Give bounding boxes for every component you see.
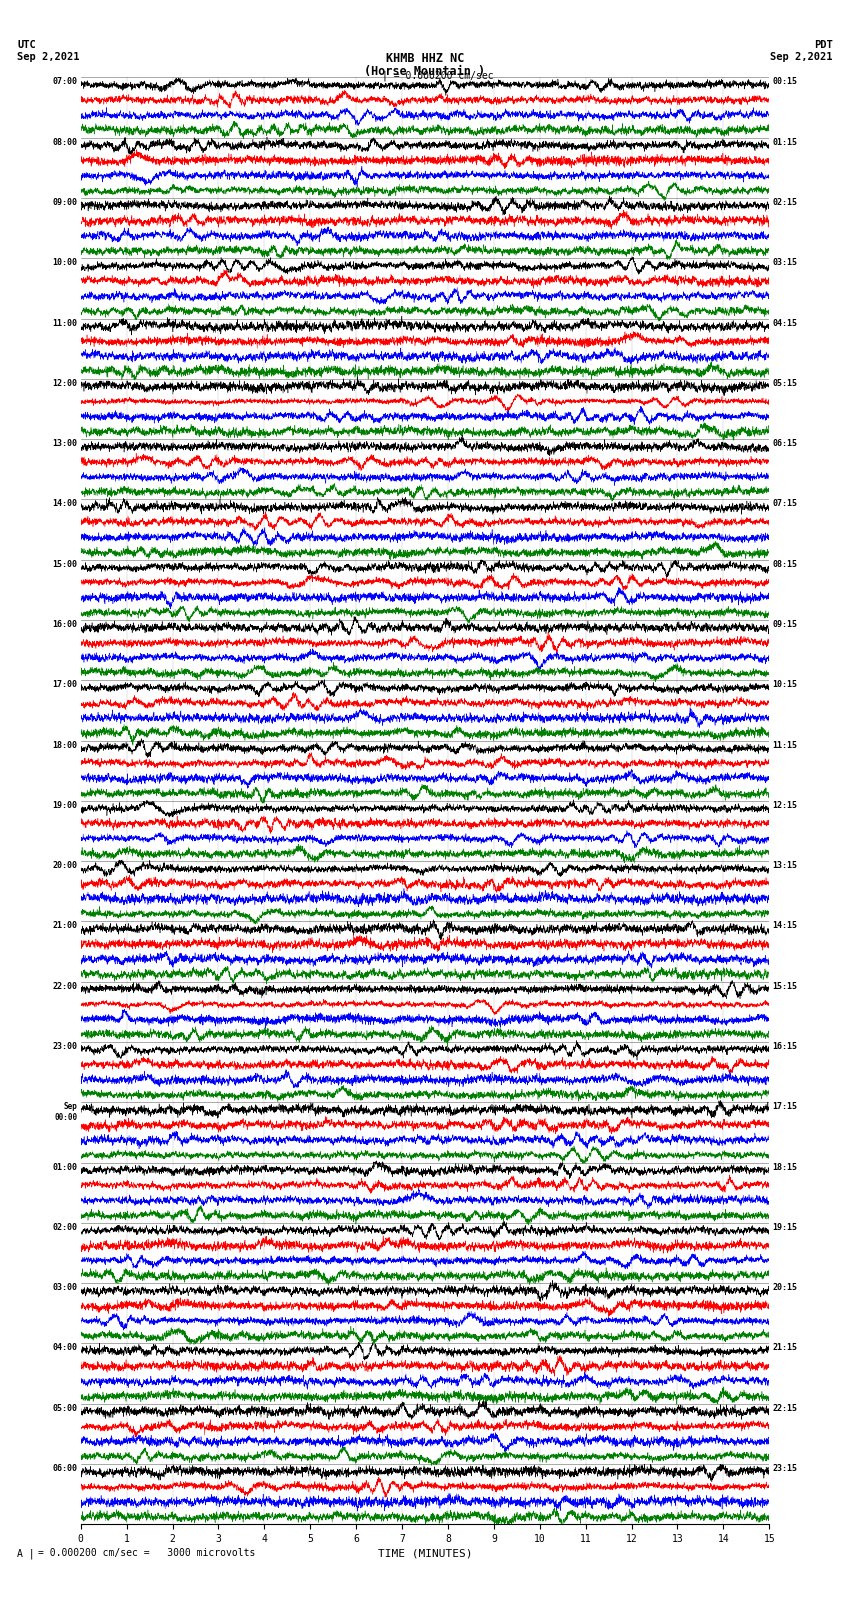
Text: 01:00: 01:00 (53, 1163, 77, 1171)
Text: 13:00: 13:00 (53, 439, 77, 448)
Text: 11:15: 11:15 (773, 740, 797, 750)
Text: 18:15: 18:15 (773, 1163, 797, 1171)
Text: 16:15: 16:15 (773, 1042, 797, 1052)
Text: 05:00: 05:00 (53, 1403, 77, 1413)
Text: 00:15: 00:15 (773, 77, 797, 87)
Text: Sep 2,2021: Sep 2,2021 (17, 52, 80, 61)
Text: Sep
00:00: Sep 00:00 (54, 1102, 77, 1121)
Text: 15:00: 15:00 (53, 560, 77, 569)
Text: 01:15: 01:15 (773, 137, 797, 147)
Text: 04:00: 04:00 (53, 1344, 77, 1352)
Text: 03:15: 03:15 (773, 258, 797, 268)
Text: = 0.000200 cm/sec =   3000 microvolts: = 0.000200 cm/sec = 3000 microvolts (38, 1548, 256, 1558)
Text: A |: A | (17, 1548, 35, 1560)
Text: KHMB HHZ NC: KHMB HHZ NC (386, 52, 464, 65)
Text: 07:00: 07:00 (53, 77, 77, 87)
Text: 10:00: 10:00 (53, 258, 77, 268)
Text: 20:15: 20:15 (773, 1284, 797, 1292)
Text: UTC: UTC (17, 40, 36, 50)
Text: 19:00: 19:00 (53, 800, 77, 810)
Text: 23:15: 23:15 (773, 1465, 797, 1473)
Text: Sep 2,2021: Sep 2,2021 (770, 52, 833, 61)
Text: 04:15: 04:15 (773, 319, 797, 327)
Text: 08:15: 08:15 (773, 560, 797, 569)
Text: PDT: PDT (814, 40, 833, 50)
X-axis label: TIME (MINUTES): TIME (MINUTES) (377, 1548, 473, 1558)
Text: 12:15: 12:15 (773, 800, 797, 810)
Text: 17:00: 17:00 (53, 681, 77, 689)
Text: 07:15: 07:15 (773, 500, 797, 508)
Text: | = 0.000200 cm/sec: | = 0.000200 cm/sec (382, 71, 494, 82)
Text: 10:15: 10:15 (773, 681, 797, 689)
Text: 11:00: 11:00 (53, 319, 77, 327)
Text: 08:00: 08:00 (53, 137, 77, 147)
Text: 03:00: 03:00 (53, 1284, 77, 1292)
Text: 06:00: 06:00 (53, 1465, 77, 1473)
Text: 02:15: 02:15 (773, 198, 797, 206)
Text: 16:00: 16:00 (53, 619, 77, 629)
Text: 17:15: 17:15 (773, 1102, 797, 1111)
Text: 19:15: 19:15 (773, 1223, 797, 1232)
Text: 14:15: 14:15 (773, 921, 797, 931)
Text: 13:15: 13:15 (773, 861, 797, 869)
Text: 23:00: 23:00 (53, 1042, 77, 1052)
Text: 09:15: 09:15 (773, 619, 797, 629)
Text: 06:15: 06:15 (773, 439, 797, 448)
Text: 22:15: 22:15 (773, 1403, 797, 1413)
Text: 22:00: 22:00 (53, 982, 77, 990)
Text: 20:00: 20:00 (53, 861, 77, 869)
Text: 14:00: 14:00 (53, 500, 77, 508)
Text: 21:00: 21:00 (53, 921, 77, 931)
Text: 21:15: 21:15 (773, 1344, 797, 1352)
Text: (Horse Mountain ): (Horse Mountain ) (365, 65, 485, 77)
Text: 09:00: 09:00 (53, 198, 77, 206)
Text: 12:00: 12:00 (53, 379, 77, 387)
Text: 05:15: 05:15 (773, 379, 797, 387)
Text: 15:15: 15:15 (773, 982, 797, 990)
Text: 18:00: 18:00 (53, 740, 77, 750)
Text: 02:00: 02:00 (53, 1223, 77, 1232)
